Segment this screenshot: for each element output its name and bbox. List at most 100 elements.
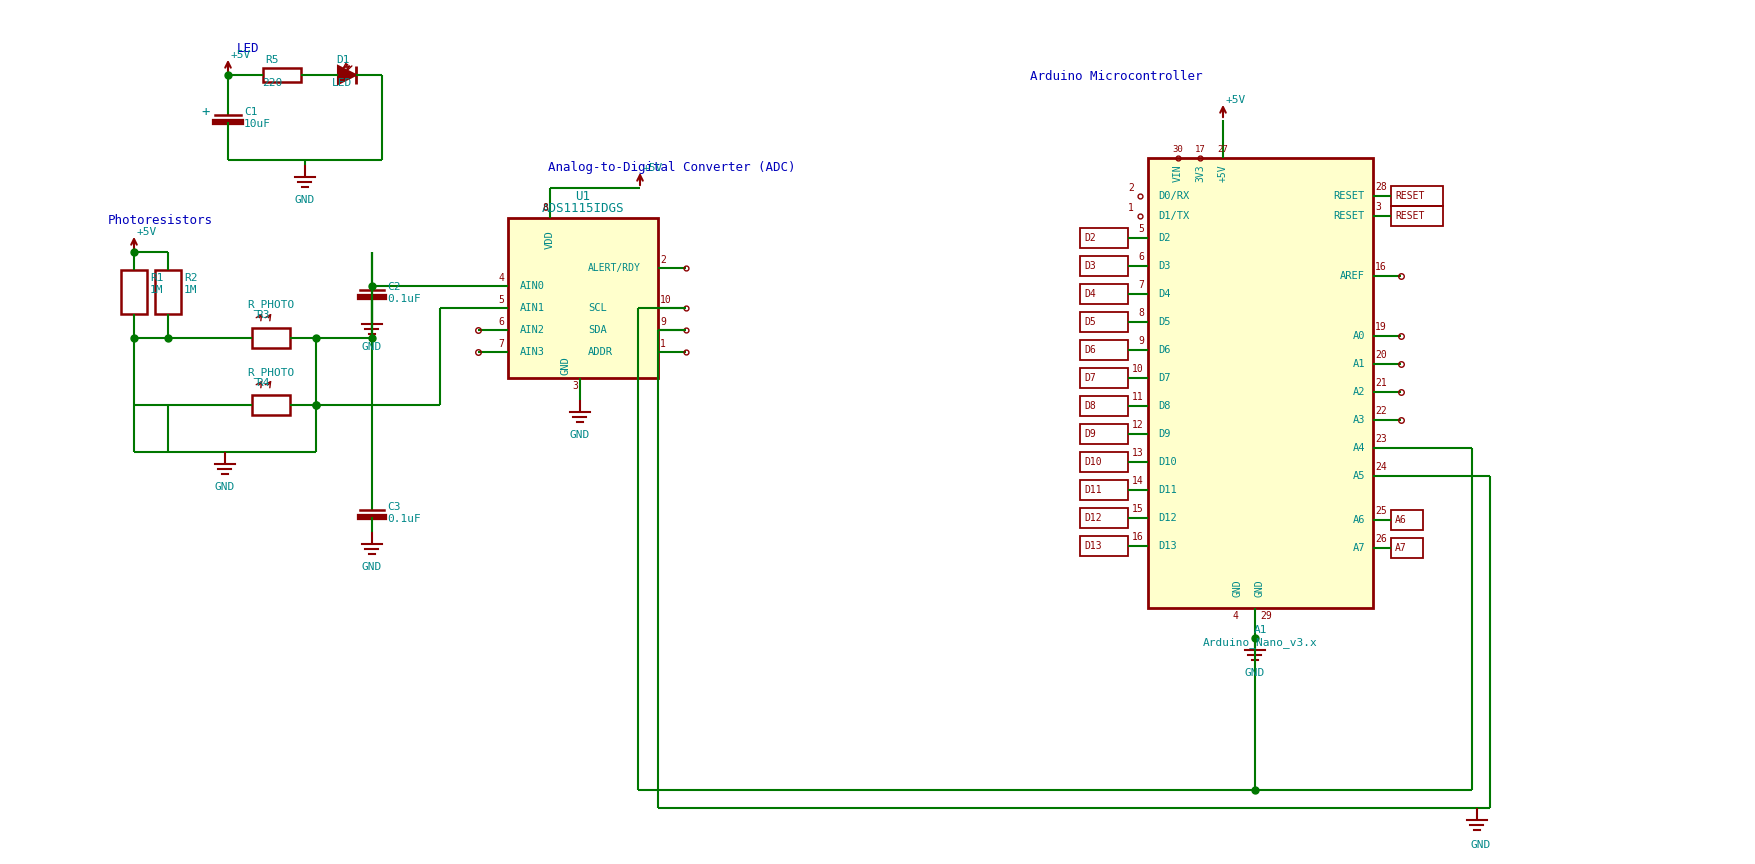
Text: D3: D3 [1158, 261, 1171, 271]
Text: 1M: 1M [149, 285, 163, 295]
Text: D4: D4 [1085, 289, 1095, 299]
Text: A7: A7 [1353, 543, 1365, 553]
Text: 29: 29 [1260, 611, 1272, 621]
Bar [253, 395, 290, 415]
Text: D10: D10 [1158, 457, 1178, 467]
Text: 2: 2 [1128, 183, 1134, 193]
Text: R1: R1 [149, 273, 163, 283]
Bar [1079, 228, 1128, 248]
Text: SCL: SCL [588, 303, 607, 313]
Text: 19: 19 [1374, 322, 1386, 332]
Text: +5V: +5V [137, 227, 158, 237]
Text: D12: D12 [1085, 513, 1102, 523]
Text: GND: GND [1234, 579, 1243, 597]
Bar [1079, 536, 1128, 556]
Bar [253, 328, 290, 348]
Text: 220: 220 [261, 78, 283, 88]
Text: Photoresistors: Photoresistors [109, 213, 212, 226]
Text: D8: D8 [1085, 401, 1095, 411]
Text: GND: GND [295, 195, 316, 205]
Text: 5: 5 [498, 295, 504, 305]
Text: 13: 13 [1132, 448, 1144, 458]
Text: D11: D11 [1085, 485, 1102, 495]
Text: C3: C3 [388, 502, 400, 512]
Text: AIN3: AIN3 [519, 347, 546, 357]
Bar [1392, 206, 1443, 226]
Bar [507, 218, 658, 378]
Text: D1: D1 [335, 55, 349, 65]
Text: VDD: VDD [546, 231, 555, 250]
Text: RESET: RESET [1395, 191, 1425, 201]
Text: 4: 4 [1232, 611, 1237, 621]
Text: 4: 4 [498, 273, 504, 283]
Text: A3: A3 [1353, 415, 1365, 425]
Text: 12: 12 [1132, 420, 1144, 430]
Text: 0.1uF: 0.1uF [388, 514, 421, 524]
Text: A1: A1 [1353, 359, 1365, 369]
Text: D7: D7 [1158, 373, 1171, 383]
Text: 20: 20 [1374, 350, 1386, 360]
Text: 24: 24 [1374, 462, 1386, 472]
Text: 1M: 1M [184, 285, 198, 295]
Text: GND: GND [1471, 840, 1492, 850]
Text: 8: 8 [1139, 308, 1144, 318]
Text: LED: LED [332, 78, 353, 88]
Text: D9: D9 [1158, 429, 1171, 439]
Text: AIN1: AIN1 [519, 303, 546, 313]
Text: 3: 3 [572, 381, 577, 391]
Text: 7: 7 [1139, 280, 1144, 290]
Text: RESET: RESET [1334, 191, 1365, 201]
Text: D2: D2 [1158, 233, 1171, 243]
Text: 16: 16 [1374, 262, 1386, 272]
Text: D13: D13 [1085, 541, 1102, 551]
Text: D4: D4 [1158, 289, 1171, 299]
Bar [1079, 424, 1128, 444]
Text: A6: A6 [1395, 515, 1408, 525]
Text: 7: 7 [498, 339, 504, 349]
Text: R3: R3 [256, 310, 270, 320]
Text: A6: A6 [1353, 515, 1365, 525]
Text: 2: 2 [660, 255, 665, 265]
Text: VIN: VIN [1172, 164, 1183, 181]
Text: 30: 30 [1172, 145, 1183, 155]
Bar [1079, 396, 1128, 416]
Text: D6: D6 [1158, 345, 1171, 355]
Polygon shape [339, 66, 356, 84]
Text: ADS1115IDGS: ADS1115IDGS [542, 201, 625, 214]
Text: ADDR: ADDR [588, 347, 612, 357]
Text: D10: D10 [1085, 457, 1102, 467]
Text: D13: D13 [1158, 541, 1178, 551]
Text: A5: A5 [1353, 471, 1365, 481]
Text: R_PHOTO: R_PHOTO [247, 367, 295, 378]
Text: 8: 8 [542, 203, 548, 213]
Text: Arduino Microcontroller: Arduino Microcontroller [1030, 69, 1202, 82]
Text: 25: 25 [1374, 506, 1386, 516]
Text: +5V: +5V [232, 50, 251, 60]
Bar [1079, 480, 1128, 500]
Text: A4: A4 [1353, 443, 1365, 453]
Text: GND: GND [362, 342, 383, 352]
Text: C1: C1 [244, 107, 258, 117]
Text: R2: R2 [184, 273, 198, 283]
Text: GND: GND [1255, 579, 1265, 597]
Bar [1079, 368, 1128, 388]
Text: R4: R4 [256, 378, 270, 388]
Text: 5: 5 [1139, 224, 1144, 234]
Text: R_PHOTO: R_PHOTO [247, 300, 295, 310]
Text: C2: C2 [388, 282, 400, 292]
Bar [1148, 158, 1372, 608]
Bar [1392, 186, 1443, 206]
Text: 6: 6 [498, 317, 504, 327]
Text: 6: 6 [1139, 252, 1144, 262]
Text: D5: D5 [1085, 317, 1095, 327]
Text: 26: 26 [1374, 534, 1386, 544]
Bar [1079, 312, 1128, 332]
Text: 10uF: 10uF [244, 119, 270, 129]
Text: ALERT/RDY: ALERT/RDY [588, 263, 641, 273]
Text: Analog-to-Digital Converter (ADC): Analog-to-Digital Converter (ADC) [548, 162, 795, 175]
Text: 27: 27 [1218, 145, 1228, 155]
Text: RESET: RESET [1334, 211, 1365, 221]
Text: 14: 14 [1132, 476, 1144, 486]
Text: 22: 22 [1374, 406, 1386, 416]
Text: AIN0: AIN0 [519, 281, 546, 291]
